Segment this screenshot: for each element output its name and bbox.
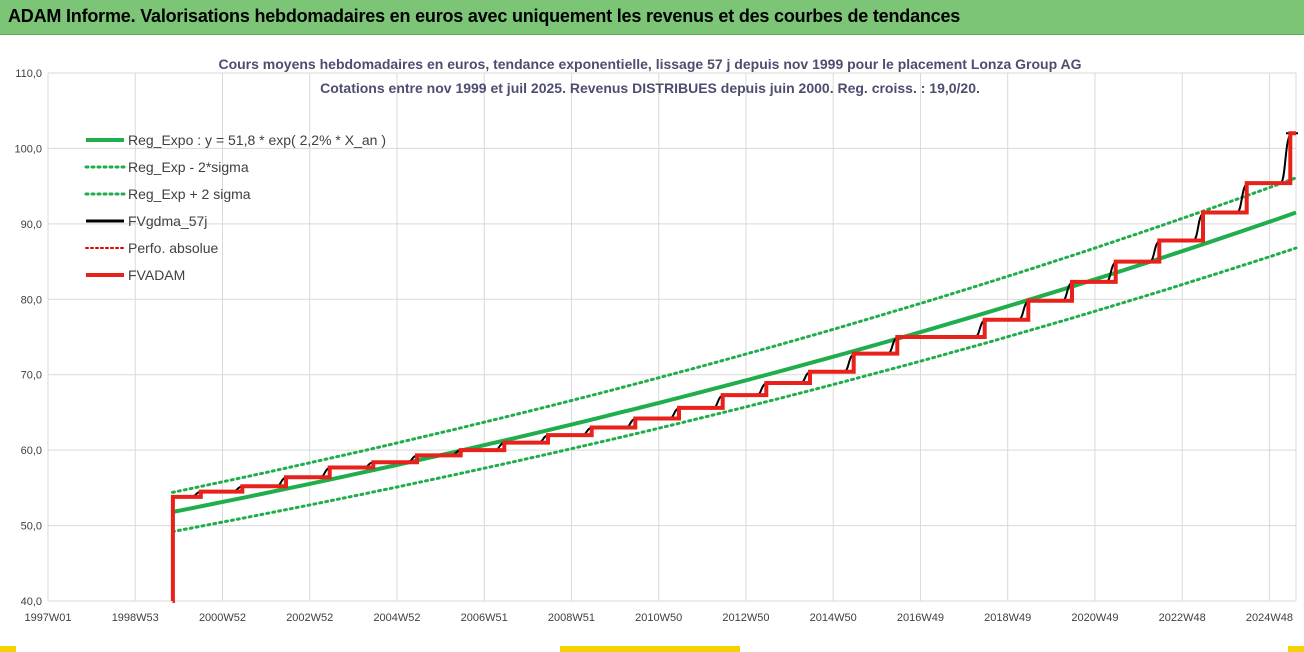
x-tick-label: 2008W51 [548,612,595,624]
x-tick-label: 2024W48 [1246,612,1293,624]
x-tick-label: 2014W50 [810,612,857,624]
y-tick-label: 70,0 [21,370,42,382]
strip-right [1288,646,1304,652]
x-tick-label: 2000W52 [199,612,246,624]
chart-area: 40,0 50,0 60,0 70,0 80,0 90,0 100,0 110,0 1997W0… [0,35,1304,652]
x-tick-label: 2006W51 [461,612,508,624]
strip-center [560,646,740,652]
y-tick-label: 110,0 [15,68,42,80]
x-tick-label: 2002W52 [286,612,333,624]
legend-label: FVgdma_57j [128,213,207,229]
x-tick-label: 2010W50 [635,612,682,624]
chart-subtitle: Cotations entre nov 1999 et juil 2025. R… [320,80,980,96]
legend-label: Perfo. absolue [128,240,218,256]
series-regression [172,210,1297,514]
series-fvgdma [172,132,1298,498]
x-tick-label: 2022W48 [1159,612,1206,624]
legend-label: FVADAM [128,267,185,283]
strip-left [0,646,16,652]
x-tick-label: 2018W49 [984,612,1031,624]
y-tick-label: 50,0 [21,521,42,533]
x-tick-label: 1997W01 [24,612,71,624]
x-tick-label: 1998W53 [112,612,159,624]
x-tick-label: 2016W49 [897,612,944,624]
y-tick-label: 100,0 [14,143,42,155]
report-title: ADAM Informe. Valorisations hebdomadaire… [8,6,961,26]
chart-svg: 40,0 50,0 60,0 70,0 80,0 90,0 100,0 110,0 1997W0… [14,56,1298,624]
series-lower-band [171,246,1298,534]
series-upper-band [171,176,1298,494]
series-fvadam [170,131,1296,603]
legend-label: Reg_Exp - 2*sigma [128,159,249,175]
x-tick-label: 2004W52 [373,612,420,624]
y-tick-label: 90,0 [21,219,42,231]
y-tick-label: 60,0 [21,445,42,457]
y-tick-label: 40,0 [21,596,42,608]
legend-label: Reg_Exp + 2 sigma [128,186,251,202]
report-banner: ADAM Informe. Valorisations hebdomadaire… [0,0,1304,35]
x-tick-label: 2012W50 [722,612,769,624]
x-tick-label: 2020W49 [1071,612,1118,624]
y-tick-label: 80,0 [21,294,42,306]
legend-label: Reg_Expo : y = 51,8 * exp( 2,2% * X_an ) [128,132,386,148]
chart-title: Cours moyens hebdomadaires en euros, ten… [218,56,1081,72]
